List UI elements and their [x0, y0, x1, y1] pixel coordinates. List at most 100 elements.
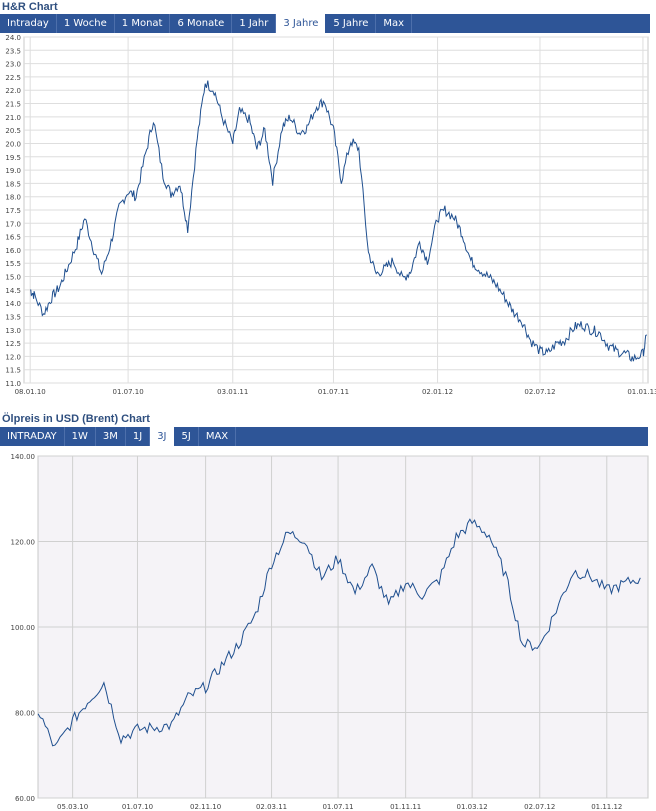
data-point	[145, 153, 147, 155]
data-point	[110, 241, 112, 243]
data-point	[419, 241, 421, 243]
x-tick-label: 02.01.12	[422, 388, 453, 396]
y-tick-label: 22.0	[5, 87, 21, 95]
data-point	[152, 119, 154, 121]
data-point	[522, 643, 524, 645]
data-point	[221, 116, 223, 118]
data-point	[522, 321, 524, 323]
data-point	[33, 294, 35, 296]
data-point	[421, 594, 423, 596]
data-point	[204, 81, 206, 83]
data-point	[646, 334, 648, 336]
tab-1-woche[interactable]: 1 Woche	[57, 14, 115, 33]
data-point	[471, 521, 473, 523]
data-point	[127, 190, 129, 192]
tab-1-monat[interactable]: 1 Monat	[115, 14, 171, 33]
y-tick-label: 11.5	[5, 367, 21, 375]
data-point	[289, 116, 291, 118]
data-point	[392, 260, 394, 262]
y-tick-label: 18.0	[5, 194, 21, 202]
x-tick-label: 01.07.10	[113, 388, 144, 396]
data-point	[76, 244, 78, 246]
data-point	[438, 579, 440, 581]
series-line	[30, 80, 647, 362]
y-tick-label: 15.5	[5, 260, 21, 268]
data-point	[402, 278, 404, 280]
data-point	[135, 196, 137, 198]
x-tick-label: 03.01.11	[217, 388, 248, 396]
data-point	[287, 532, 289, 534]
x-tick-label: 02.07.12	[524, 388, 555, 396]
y-tick-label: 12.5	[5, 340, 21, 348]
tab-1j[interactable]: 1J	[126, 427, 151, 446]
series-line	[37, 518, 641, 747]
tab-max[interactable]: Max	[376, 14, 413, 33]
data-point	[622, 583, 624, 585]
data-point	[573, 326, 575, 328]
data-point	[337, 558, 339, 560]
data-point	[239, 111, 241, 113]
x-tick-label: 01.03.12	[457, 803, 488, 811]
tab-3-jahre[interactable]: 3 Jahre	[276, 14, 327, 33]
data-point	[205, 686, 207, 688]
data-point	[350, 140, 352, 142]
tab-3m[interactable]: 3M	[96, 427, 126, 446]
tab-3j[interactable]: 3J	[150, 427, 175, 446]
y-tick-label: 140.00	[11, 453, 36, 461]
data-point	[232, 143, 234, 145]
data-point	[340, 180, 342, 182]
data-point	[51, 297, 53, 299]
data-point	[461, 233, 463, 235]
data-point	[43, 313, 45, 315]
data-point	[101, 273, 103, 275]
y-tick-label: 18.5	[5, 180, 21, 188]
tab-5-jahre[interactable]: 5 Jahre	[326, 14, 377, 33]
data-point	[625, 353, 627, 355]
tab-max[interactable]: MAX	[199, 427, 237, 446]
data-point	[478, 268, 480, 270]
tab-1-jahr[interactable]: 1 Jahr	[232, 14, 277, 33]
y-tick-label: 17.0	[5, 220, 21, 228]
data-point	[367, 252, 369, 254]
data-point	[488, 534, 490, 536]
tab-6-monate[interactable]: 6 Monate	[170, 14, 233, 33]
tab-intraday[interactable]: Intraday	[0, 14, 57, 33]
data-point	[639, 577, 641, 579]
data-point	[324, 100, 326, 102]
data-point	[29, 289, 31, 291]
y-tick-label: 12.0	[5, 353, 21, 361]
hr-period-tabbar: Intraday 1 Woche 1 Monat 6 Monate 1 Jahr 3 Ja…	[0, 14, 650, 33]
tab-5j[interactable]: 5J	[175, 427, 199, 446]
y-tick-label: 19.5	[5, 154, 21, 162]
data-point	[256, 148, 258, 150]
data-point	[154, 727, 156, 729]
y-tick-label: 15.0	[5, 274, 21, 282]
data-point	[93, 249, 95, 251]
x-tick-label: 05.03.10	[57, 803, 88, 811]
data-point	[632, 358, 634, 360]
data-point	[608, 345, 610, 347]
hr-chart-plot: 11.0 11.5 12.0 12.5 13.0 13.5 14.0 14.5 15.0 15.5…	[5, 34, 656, 396]
y-tick-label: 13.5	[5, 313, 21, 321]
y-tick-label: 17.5	[5, 207, 21, 215]
data-point	[54, 748, 56, 750]
data-point	[512, 310, 514, 312]
y-tick-label: 23.0	[5, 61, 21, 69]
data-point	[444, 209, 446, 211]
data-point	[437, 217, 439, 219]
data-point	[470, 260, 472, 262]
y-tick-label: 60.00	[15, 795, 35, 803]
data-point	[179, 182, 181, 184]
tab-1w[interactable]: 1W	[65, 427, 96, 446]
data-point	[271, 562, 273, 564]
data-point	[358, 148, 360, 150]
data-point	[539, 350, 541, 352]
brent-chart-plot: 60.00 80.00 100.00 120.00 140.00 05.03.10 01.0…	[11, 453, 649, 811]
data-point	[306, 127, 308, 129]
data-point	[281, 127, 283, 129]
data-point	[162, 174, 164, 176]
data-point	[87, 701, 89, 703]
tab-intraday[interactable]: INTRADAY	[0, 427, 65, 446]
data-point	[58, 286, 60, 288]
data-point	[255, 613, 257, 615]
